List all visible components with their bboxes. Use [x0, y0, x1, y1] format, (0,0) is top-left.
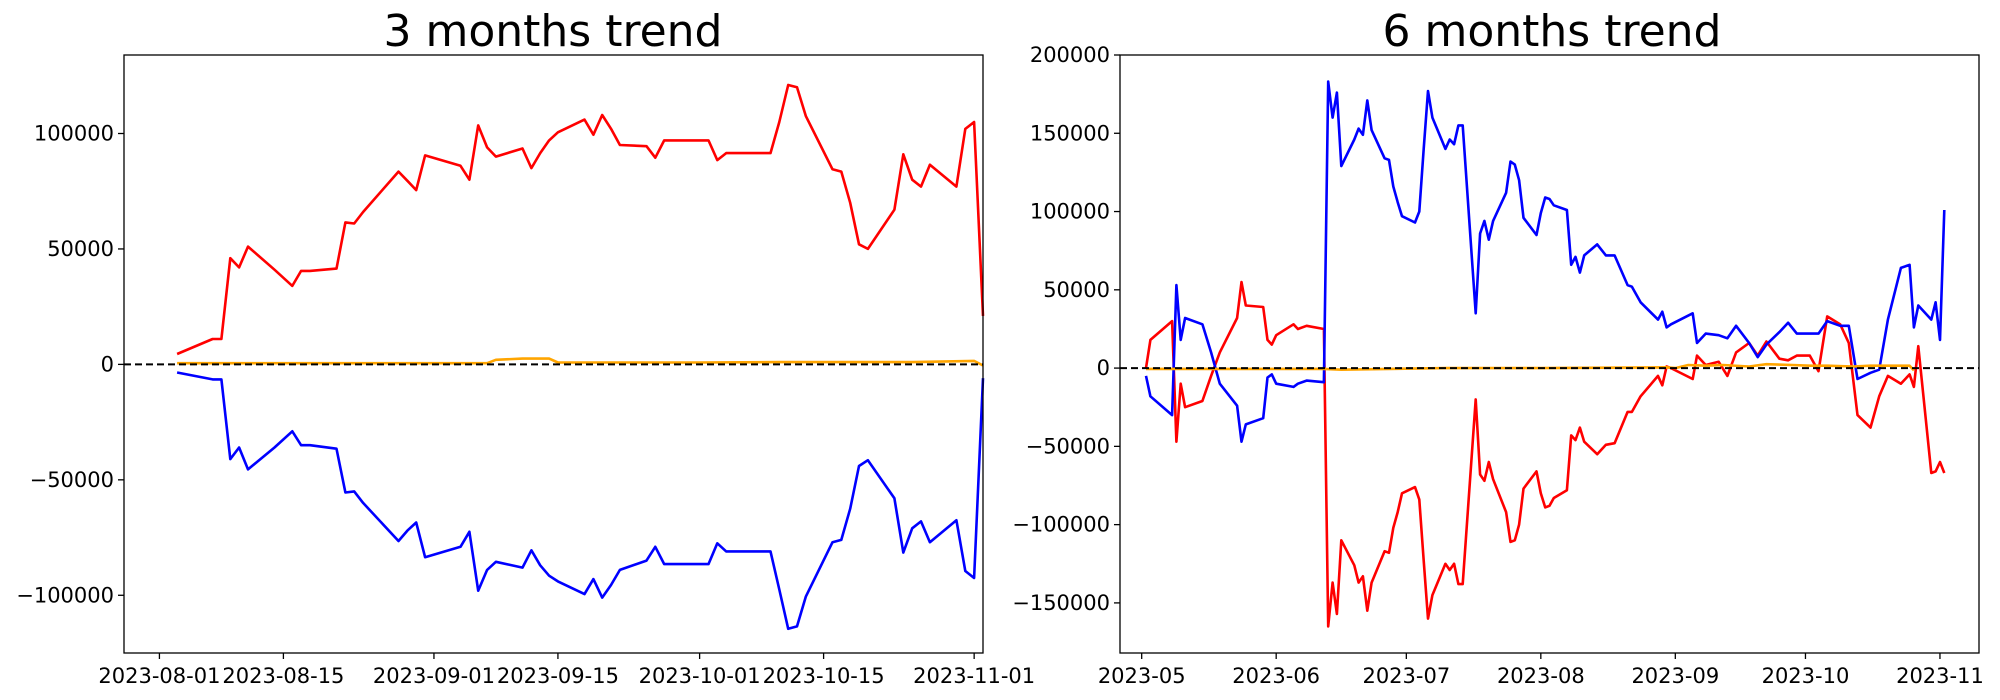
series-line-2 — [176, 371, 985, 631]
x-tick-label: 2023-09-15 — [497, 664, 619, 688]
series-line-3 — [177, 357, 984, 367]
series-line-1 — [176, 83, 985, 356]
x-tick-label: 2023-05 — [1098, 664, 1186, 688]
plot-area-frame — [1119, 54, 1980, 654]
plot-area-frame — [123, 54, 984, 654]
y-tick-label: 100000 — [34, 122, 114, 146]
x-tick-label: 2023-11 — [1896, 664, 1984, 688]
series-line-2 — [1144, 80, 1946, 444]
y-tick-label: 0 — [101, 352, 114, 376]
x-tick-label: 2023-08 — [1497, 664, 1585, 688]
chart-3-months: 3 months trend −100000 −50000 0 50000 100000… — [16, 6, 1035, 688]
chart-title-3-months: 3 months trend — [384, 6, 723, 57]
y-tick-label: 0 — [1097, 356, 1110, 380]
x-tick-label: 2023-09-01 — [373, 664, 495, 688]
y-tick-label: −50000 — [30, 468, 114, 492]
x-tick-label: 2023-10-15 — [763, 664, 885, 688]
x-tick-label: 2023-11-01 — [913, 664, 1035, 688]
x-tick-label: 2023-06 — [1232, 664, 1320, 688]
x-tick-label: 2023-09 — [1631, 664, 1719, 688]
y-tick-label: −100000 — [1012, 513, 1110, 537]
y-tick-label: 200000 — [1030, 43, 1110, 67]
y-tick-label: −100000 — [16, 583, 114, 607]
y-tick-label: 150000 — [1030, 121, 1110, 145]
x-tick-label: 2023-07 — [1362, 664, 1450, 688]
x-tick-label: 2023-08-15 — [222, 664, 344, 688]
chart-6-months: 6 months trend −150000 −100000 −50000 0 5000… — [1012, 6, 1984, 688]
x-tick-label: 2023-10-01 — [639, 664, 761, 688]
y-tick-label: 50000 — [47, 237, 114, 261]
y-tick-label: 100000 — [1030, 200, 1110, 224]
y-tick-label: −150000 — [1012, 591, 1110, 615]
x-tick-label: 2023-08-01 — [98, 664, 220, 688]
y-tick-label: −50000 — [1026, 434, 1110, 458]
x-tick-label: 2023-10 — [1762, 664, 1850, 688]
series-line-1 — [1144, 280, 1946, 628]
y-tick-label: 50000 — [1043, 278, 1110, 302]
chart-title-6-months: 6 months trend — [1383, 6, 1722, 57]
